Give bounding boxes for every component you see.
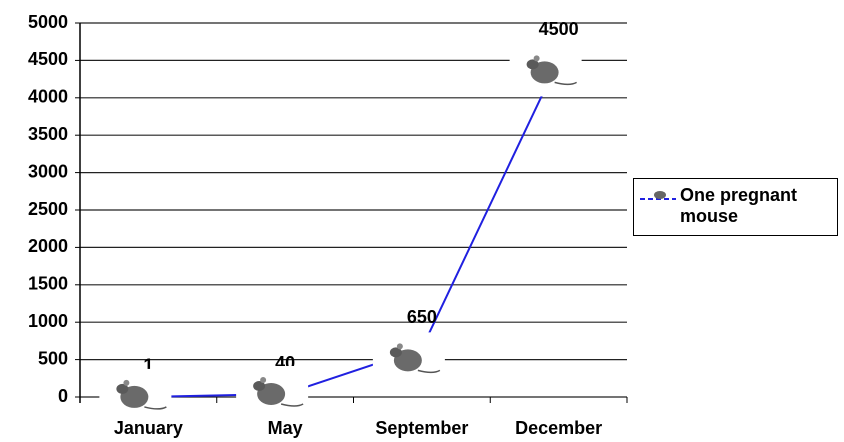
x-tick-label: January — [114, 418, 183, 438]
point-marker — [372, 332, 445, 385]
y-tick-label: 2500 — [28, 199, 68, 219]
mouse-head — [526, 59, 539, 70]
y-tick-label: 5000 — [28, 12, 68, 32]
point-marker — [509, 44, 582, 97]
mouse-ear — [123, 379, 130, 386]
mouse-tail — [554, 81, 577, 86]
mouse-ear — [260, 377, 267, 384]
data-label: 4500 — [539, 19, 579, 39]
point-marker — [236, 366, 309, 419]
legend: One pregnant mouse — [633, 178, 838, 236]
mouse-ear — [533, 55, 540, 62]
mouse-ear — [396, 343, 403, 350]
y-tick-label: 3000 — [28, 161, 68, 181]
y-tick-label: 500 — [38, 348, 68, 368]
y-tick-label: 2000 — [28, 236, 68, 256]
series-line — [148, 59, 560, 398]
mouse-tail — [417, 369, 441, 374]
x-tick-label: September — [375, 418, 468, 438]
data-label: 650 — [407, 307, 437, 327]
mouse-tail — [144, 406, 167, 410]
y-tick-label: 0 — [58, 386, 68, 406]
y-tick-label: 4500 — [28, 49, 68, 69]
y-tick-label: 4000 — [28, 87, 68, 107]
mouse-head — [389, 347, 402, 358]
mouse-tail — [280, 403, 304, 407]
y-tick-label: 1000 — [28, 311, 68, 331]
x-tick-label: December — [515, 418, 602, 438]
data-label: 1 — [143, 356, 153, 376]
legend-swatch — [640, 191, 676, 200]
legend-label: One pregnant mouse — [680, 185, 798, 226]
mouse-head — [253, 381, 266, 392]
x-tick-label: May — [268, 418, 303, 438]
y-tick-label: 1500 — [28, 274, 68, 294]
mouse-head — [116, 383, 129, 394]
point-marker — [99, 368, 172, 421]
y-tick-label: 3500 — [28, 124, 68, 144]
legend-icon — [654, 191, 666, 199]
